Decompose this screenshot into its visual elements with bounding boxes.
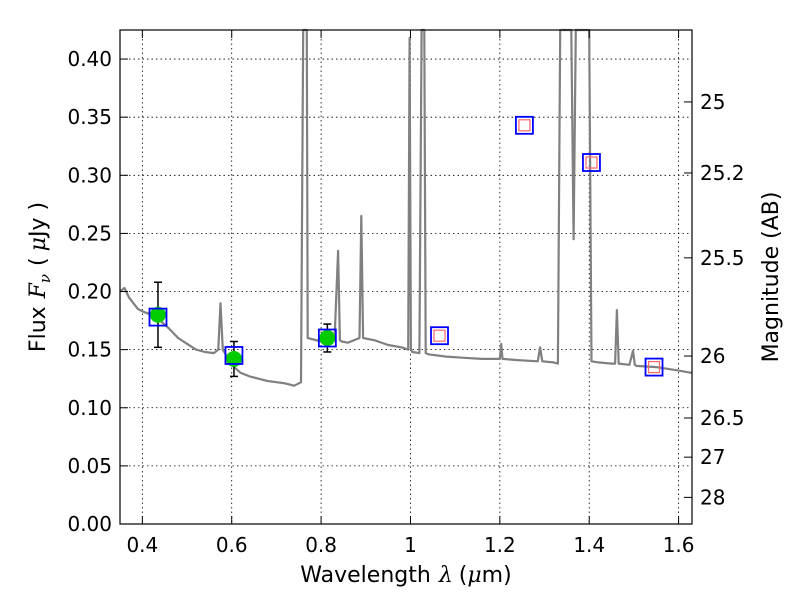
- x-axis-title-text: Wavelength: [300, 563, 431, 588]
- x-tick-label: 1.6: [663, 533, 695, 557]
- y2-tick-label: 27: [700, 445, 725, 469]
- y-axis-title: Flux Fν ( μJy ): [26, 202, 54, 352]
- y2-tick-label: 26: [700, 344, 725, 368]
- x-tick-label: 0.4: [126, 533, 158, 557]
- y-tick-label: 0.05: [67, 454, 112, 478]
- observed-point: [225, 350, 242, 367]
- model-photometry-layer: [148, 115, 664, 377]
- model-photometry-point: [148, 307, 168, 327]
- y2-axis-ticks: 25 25.2 25.5 26 26.5 27 28: [684, 90, 745, 509]
- y-tick-label: 0.00: [67, 512, 112, 536]
- x-tick-label: 0.8: [305, 533, 337, 557]
- x-tick-label: 1.2: [484, 533, 516, 557]
- x-axis-ticks: 0.4 0.6 0.8 1 1.2 1.4 1.6: [126, 30, 695, 557]
- x-axis-symbol: λ: [438, 563, 453, 588]
- y-tick-label: 0.10: [67, 396, 112, 420]
- observed-point: [319, 330, 336, 347]
- y-axis-unit-open: (: [26, 257, 51, 266]
- model-photometry-point: [515, 115, 534, 135]
- model-photometry-point: [430, 326, 449, 346]
- model-photometry-point: [644, 357, 664, 377]
- y2-tick-label: 28: [700, 485, 725, 509]
- y-axis-ticks: 0.00 0.05 0.10 0.15 0.20 0.25 0.30 0.35 0.40: [67, 47, 128, 536]
- model-photometry-point: [582, 153, 601, 172]
- y-axis-symbol-sub: ν: [36, 274, 54, 283]
- plot-background: [120, 30, 692, 524]
- x-tick-label: 0.6: [216, 533, 248, 557]
- x-tick-label: 1.4: [573, 533, 605, 557]
- y-tick-label: 0.40: [67, 47, 112, 71]
- y2-axis-title: Magnitude (AB): [759, 192, 784, 363]
- y-tick-label: 0.35: [67, 105, 112, 129]
- x-axis-title: Wavelength λ (μm): [300, 563, 511, 588]
- model-photometry-point: [224, 346, 244, 365]
- observed-point: [149, 306, 166, 323]
- y-axis-symbol: F: [26, 282, 51, 299]
- x-axis-unit-rest: m): [482, 563, 512, 588]
- y2-tick-label: 26.5: [700, 406, 745, 430]
- y-axis-unit-mu: μ: [26, 237, 51, 251]
- y-tick-label: 0.25: [67, 221, 112, 245]
- plot-frame: [119, 29, 693, 525]
- x-axis-unit-open: (: [459, 563, 468, 588]
- y-axis-title-text: Flux: [26, 306, 51, 352]
- y2-tick-label: 25.2: [700, 161, 745, 185]
- y2-tick-label: 25: [700, 90, 725, 114]
- y-tick-label: 0.30: [67, 163, 112, 187]
- model-photometry-point: [317, 328, 337, 348]
- y-tick-label: 0.20: [67, 280, 112, 304]
- y-axis-unit-rest: Jy ): [26, 202, 51, 239]
- y2-tick-label: 25.5: [700, 246, 745, 270]
- x-tick-label: 1: [404, 533, 417, 557]
- observed-layer: [149, 306, 336, 367]
- y-tick-label: 0.15: [67, 338, 112, 362]
- x-axis-unit-mu: μ: [467, 563, 481, 588]
